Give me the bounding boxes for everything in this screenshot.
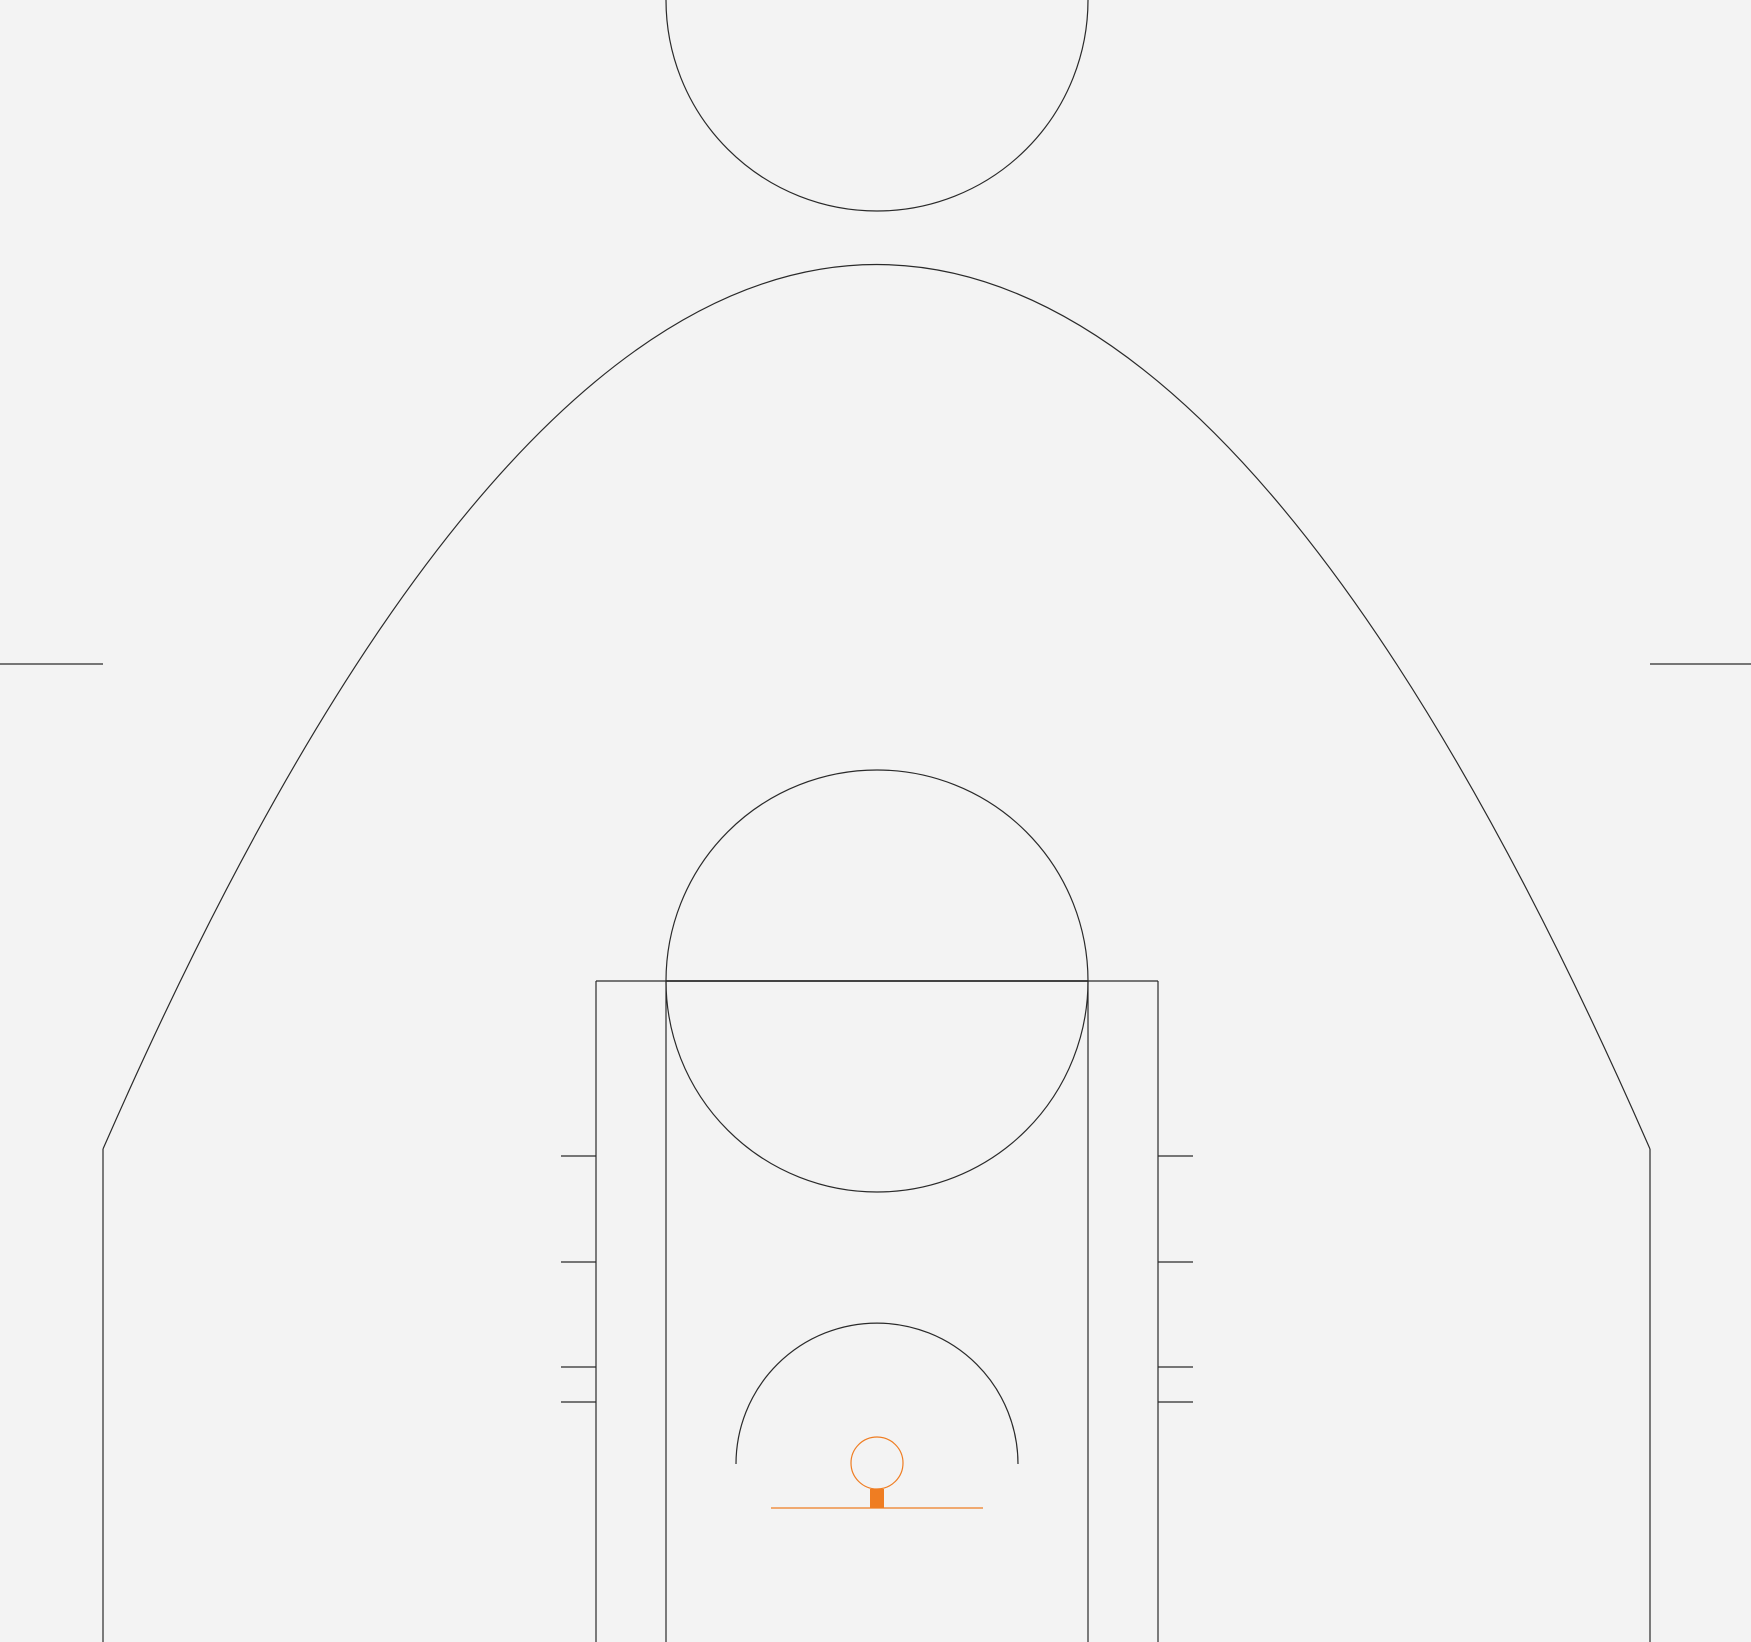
rim-connector — [870, 1489, 884, 1508]
free-throw-circle — [665, 769, 1089, 1193]
rim — [850, 1436, 904, 1490]
three-point-arc — [102, 263, 1651, 1150]
center-circle — [665, 0, 1089, 212]
restricted-area-arc — [735, 1322, 1019, 1465]
